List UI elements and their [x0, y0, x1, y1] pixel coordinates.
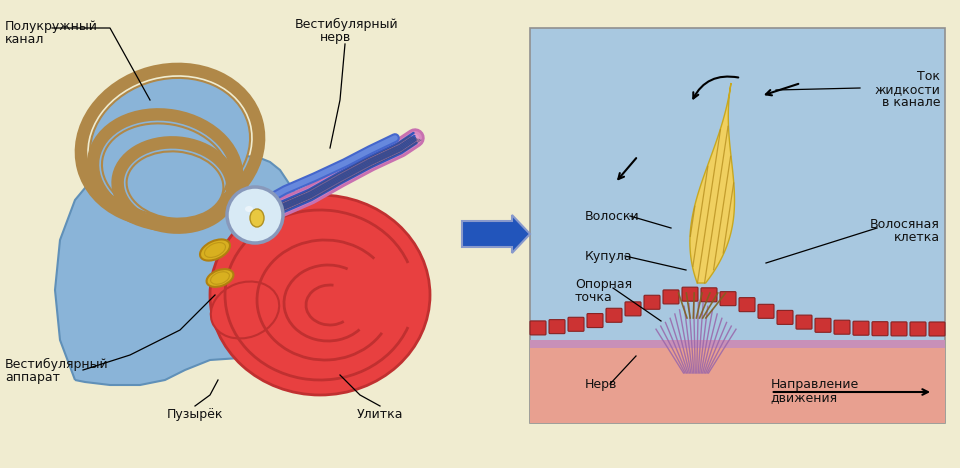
FancyBboxPatch shape — [720, 292, 736, 306]
FancyBboxPatch shape — [739, 298, 755, 312]
Polygon shape — [690, 83, 734, 283]
Ellipse shape — [210, 195, 430, 395]
Text: Вестибулярный: Вестибулярный — [295, 18, 398, 31]
Ellipse shape — [211, 282, 279, 338]
Text: Опорная: Опорная — [575, 278, 632, 291]
Text: Ток: Ток — [917, 70, 940, 83]
FancyBboxPatch shape — [530, 321, 546, 335]
Text: Пузырёк: Пузырёк — [167, 408, 224, 421]
Text: жидкости: жидкости — [875, 83, 940, 96]
Ellipse shape — [90, 78, 251, 212]
FancyBboxPatch shape — [568, 317, 584, 331]
Ellipse shape — [102, 124, 228, 217]
Text: клетка: клетка — [894, 231, 940, 244]
Ellipse shape — [250, 209, 264, 227]
FancyBboxPatch shape — [587, 314, 603, 328]
Ellipse shape — [206, 269, 233, 287]
FancyBboxPatch shape — [796, 315, 812, 329]
FancyBboxPatch shape — [891, 322, 907, 336]
Ellipse shape — [245, 206, 253, 212]
Bar — [530, 28, 945, 423]
FancyBboxPatch shape — [758, 304, 774, 318]
FancyBboxPatch shape — [815, 318, 831, 332]
FancyBboxPatch shape — [834, 320, 850, 334]
FancyBboxPatch shape — [872, 322, 888, 336]
Text: Вестибулярный: Вестибулярный — [5, 358, 108, 371]
Text: Купула: Купула — [585, 250, 633, 263]
FancyBboxPatch shape — [929, 322, 945, 336]
Text: Волоски: Волоски — [585, 210, 639, 223]
FancyBboxPatch shape — [644, 295, 660, 309]
Text: точка: точка — [575, 291, 612, 304]
FancyBboxPatch shape — [625, 302, 641, 316]
Ellipse shape — [127, 151, 224, 219]
Text: канал: канал — [5, 33, 44, 46]
Bar — [530, 346, 945, 423]
PathPatch shape — [55, 118, 330, 385]
Text: нерв: нерв — [320, 31, 351, 44]
Text: Волосяная: Волосяная — [870, 218, 940, 231]
Text: Нерв: Нерв — [585, 378, 617, 391]
Text: Направление: Направление — [771, 378, 859, 391]
FancyBboxPatch shape — [701, 288, 717, 302]
Circle shape — [227, 187, 283, 243]
Text: аппарат: аппарат — [5, 371, 60, 384]
Bar — [530, 340, 945, 348]
Text: в канале: в канале — [881, 96, 940, 109]
FancyBboxPatch shape — [606, 308, 622, 322]
Text: Полукружный: Полукружный — [5, 20, 98, 33]
Text: движения: движения — [771, 391, 838, 404]
FancyBboxPatch shape — [777, 310, 793, 324]
Text: Улитка: Улитка — [357, 408, 403, 421]
FancyBboxPatch shape — [663, 290, 679, 304]
FancyArrow shape — [462, 215, 530, 253]
Ellipse shape — [200, 240, 230, 261]
FancyBboxPatch shape — [549, 320, 565, 334]
FancyBboxPatch shape — [910, 322, 926, 336]
FancyBboxPatch shape — [682, 287, 698, 301]
FancyBboxPatch shape — [853, 321, 869, 335]
